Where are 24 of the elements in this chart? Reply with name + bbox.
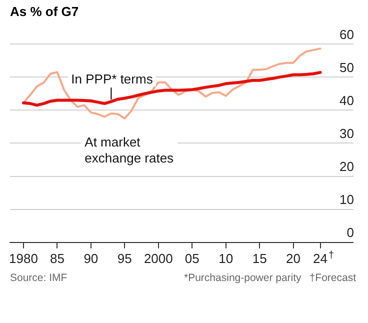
x-tick-label: 90	[84, 250, 98, 266]
series-label: In PPP* terms	[71, 72, 154, 87]
x-tick-label: 95	[117, 250, 132, 266]
y-tick-label: 40	[340, 93, 354, 108]
text: †Forecast	[309, 272, 356, 284]
x-tick-label: 24	[313, 250, 328, 266]
y-tick-label: 10	[340, 192, 354, 208]
x-tick-label: 1980	[9, 250, 38, 266]
x-tick-label: 20	[286, 250, 301, 266]
source-note: Source: IMF	[10, 272, 68, 284]
y-tick-label: 60	[340, 27, 354, 42]
y-tick-label: 0	[346, 225, 354, 240]
y-tick-label: 50	[340, 60, 354, 76]
x-tick-label: 10	[218, 250, 234, 266]
x-tick-label: 05	[184, 250, 200, 266]
x-tick-label: 85	[50, 250, 64, 266]
chart-title: As % of G7	[10, 4, 79, 19]
series-label: At market exchange rates	[84, 134, 174, 166]
text: *Purchasing-power parity	[184, 272, 302, 284]
y-tick-label: 30	[340, 126, 354, 142]
text: †	[328, 250, 334, 262]
y-tick-label: 20	[340, 159, 354, 174]
x-tick-label: 15	[252, 250, 267, 266]
x-tick-label: 2000	[144, 250, 173, 266]
